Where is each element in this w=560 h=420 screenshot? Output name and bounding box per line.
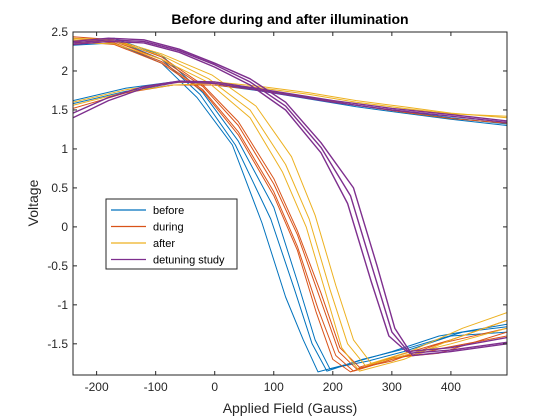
series-line-4-5 xyxy=(73,37,507,357)
legend-box xyxy=(105,198,238,270)
x-tick-label: 400 xyxy=(441,380,461,394)
y-tick-label: -0.5 xyxy=(47,259,68,273)
y-axis-label: Voltage xyxy=(25,179,41,226)
legend-label-1: before xyxy=(153,205,184,217)
x-tick-label: 0 xyxy=(211,380,218,394)
series-line-4-2 xyxy=(73,80,507,122)
series-line-4-4 xyxy=(73,40,507,353)
y-tick-label: 0.5 xyxy=(51,181,68,195)
x-axis-label: Applied Field (Gauss) xyxy=(223,400,358,416)
axis-ticks: -200 -100 0 100 200 300 400 2.5 2 1.5 1 0.5 0 -0.5 -1 -… xyxy=(47,25,507,394)
y-tick-label: -1 xyxy=(57,298,68,312)
chart-title: Before during and after illumination xyxy=(171,11,408,27)
series-line-2-3 xyxy=(73,39,507,372)
axes-box xyxy=(72,31,508,376)
legend-label-3: after xyxy=(153,238,175,250)
plot-area xyxy=(73,36,507,373)
x-tick-label: -200 xyxy=(85,380,109,394)
series-line-3-2 xyxy=(73,82,507,117)
series-line-4-1 xyxy=(73,81,507,124)
y-tick-label: 0 xyxy=(61,220,68,234)
x-tick-label: 100 xyxy=(264,380,284,394)
series-line-3-3 xyxy=(73,39,507,367)
x-tick-label: -100 xyxy=(144,380,168,394)
legend-label-4: detuning study xyxy=(153,255,225,267)
legend: before during after detuning study xyxy=(105,198,238,270)
y-tick-label: 1.5 xyxy=(51,103,68,117)
y-tick-label: 1 xyxy=(61,142,68,156)
y-tick-label: 2.5 xyxy=(51,25,68,39)
y-tick-label: 2 xyxy=(61,64,68,78)
series-line-4-3 xyxy=(73,39,507,354)
x-tick-label: 200 xyxy=(323,380,343,394)
x-tick-label: 300 xyxy=(382,380,402,394)
series-line-2-5 xyxy=(73,40,507,373)
series-line-3-4 xyxy=(73,42,507,372)
legend-label-2: during xyxy=(153,222,184,234)
y-tick-label: -1.5 xyxy=(47,337,68,351)
